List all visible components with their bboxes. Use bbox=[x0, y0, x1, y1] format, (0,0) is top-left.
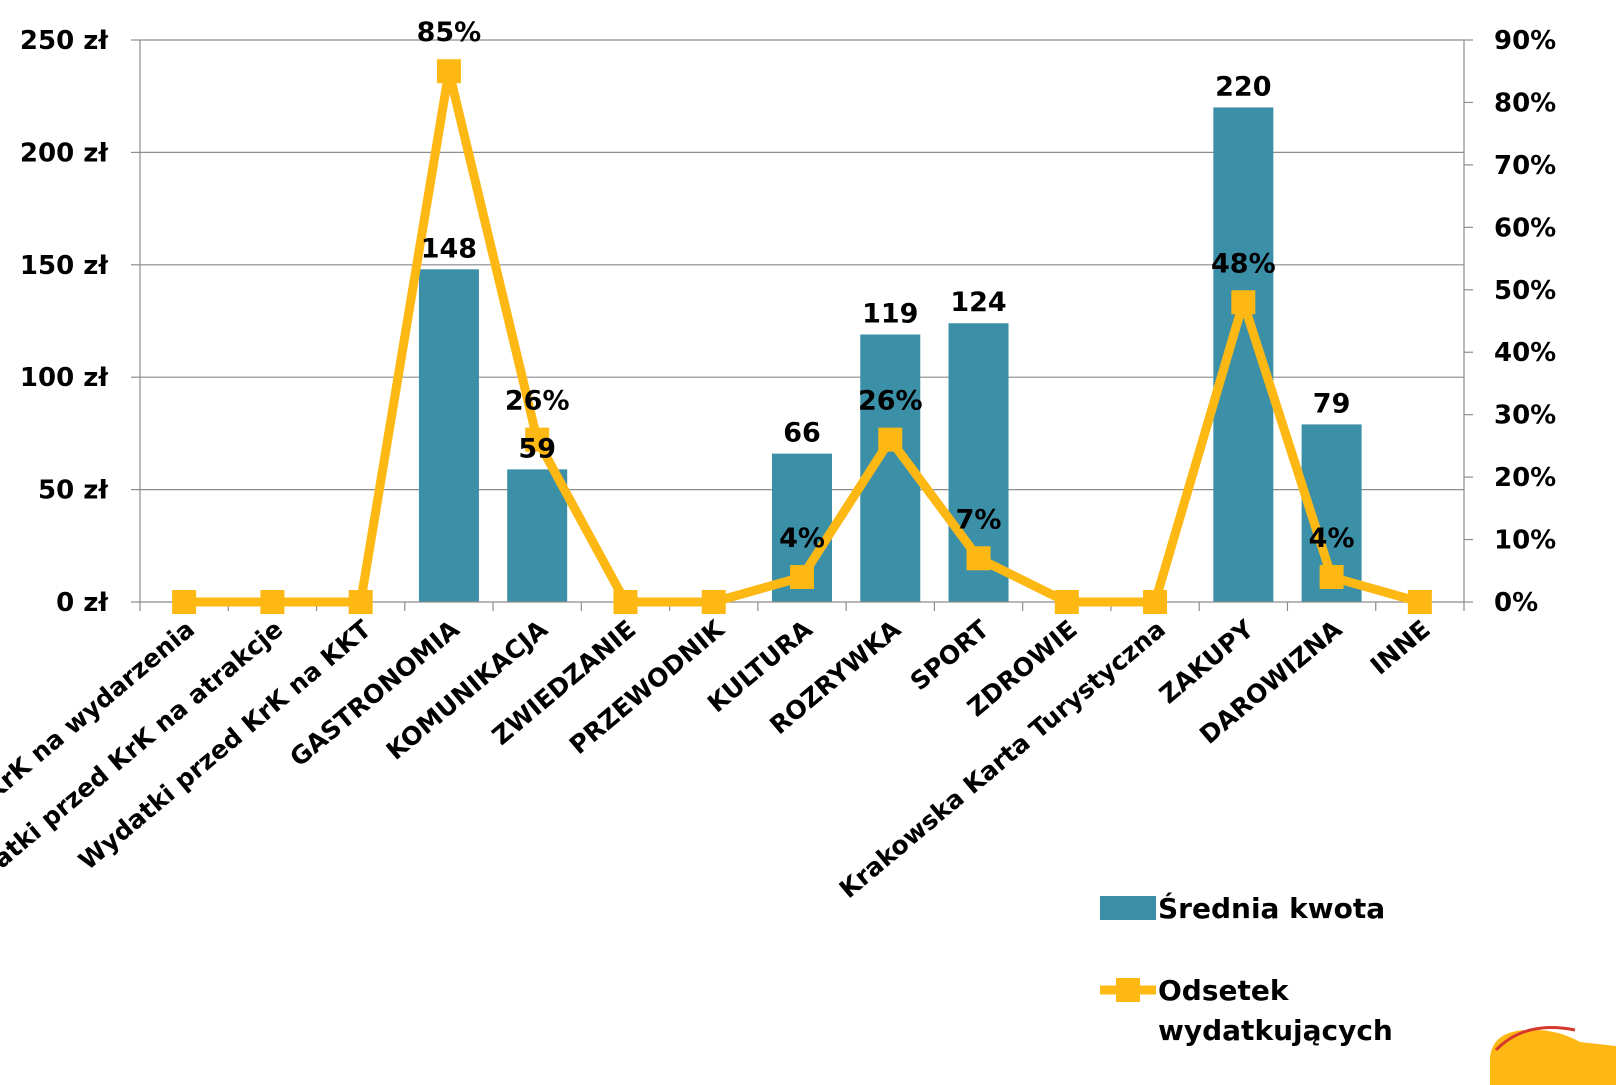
y-right-tick-label: 30% bbox=[1494, 401, 1556, 431]
logo-arc bbox=[1494, 1026, 1576, 1052]
y-left-tick-label: 150 zł bbox=[20, 251, 109, 281]
bar-value-label: 124 bbox=[950, 287, 1006, 318]
legend-label-bar: Średnia kwota bbox=[1158, 891, 1385, 925]
legend: Średnia kwota Odsetek wydatkujących bbox=[1100, 891, 1393, 1047]
y-left-tick-label: 200 zł bbox=[20, 138, 109, 168]
bar-value-label: 119 bbox=[862, 298, 918, 329]
y-right-tick-label: 50% bbox=[1494, 276, 1556, 306]
line-point-marker bbox=[1407, 590, 1432, 614]
y-left-tick-label: 250 zł bbox=[20, 26, 109, 56]
bar-value-label: 66 bbox=[783, 418, 821, 449]
legend-label-line: Odsetek wydatkujących bbox=[1158, 974, 1393, 1047]
bar bbox=[507, 469, 568, 602]
y-right-tick-label: 0% bbox=[1494, 588, 1538, 618]
line-value-label: 7% bbox=[956, 504, 1002, 535]
bar-value-label: 59 bbox=[518, 433, 556, 464]
line-point-marker bbox=[701, 590, 726, 614]
legend-swatch-marker bbox=[1116, 978, 1140, 1002]
bar-value-label: 148 bbox=[421, 233, 477, 264]
corner-logo bbox=[1490, 1026, 1616, 1085]
y-right-tick-label: 60% bbox=[1494, 213, 1556, 243]
line-point-marker bbox=[348, 590, 373, 614]
x-category-label: Krakowska Karta Turystyczna bbox=[834, 614, 1171, 904]
line-point-marker bbox=[1319, 565, 1344, 590]
bar bbox=[418, 269, 479, 602]
x-category-label: KOMUNIKACJA bbox=[381, 614, 554, 766]
line-value-label: 85% bbox=[417, 17, 482, 48]
line-point-marker bbox=[260, 590, 285, 614]
y-right-tick-label: 20% bbox=[1494, 463, 1556, 493]
y-right-tick-label: 40% bbox=[1494, 338, 1556, 368]
bar-value-label: 79 bbox=[1313, 388, 1351, 419]
y-right-tick-label: 80% bbox=[1494, 88, 1556, 118]
x-category-label: PRZEWODNIK bbox=[564, 613, 731, 760]
y-axis-tick-labels: 0 zł 50 zł 100 zł 150 zł 200 zł 250 zł 0% 10% 20… bbox=[20, 26, 1556, 618]
line-series bbox=[172, 59, 1432, 614]
y-left-tick-label: 0 zł bbox=[56, 588, 109, 618]
legend-swatch-bar bbox=[1100, 896, 1156, 920]
y-left-tick-label: 50 zł bbox=[38, 476, 109, 506]
bar-value-label: 220 bbox=[1215, 71, 1271, 102]
data-labels: 148 59 66 119 124 220 79 85% 26% 4% 26% 7% 48% 4% bbox=[417, 17, 1355, 554]
line-point-marker bbox=[172, 590, 197, 614]
y-right-tick-label: 10% bbox=[1494, 526, 1556, 556]
x-category-label: INNE bbox=[1365, 614, 1436, 680]
y-right-tick-label: 90% bbox=[1494, 26, 1556, 56]
line-point-marker bbox=[966, 546, 991, 571]
y-left-tick-label: 100 zł bbox=[20, 363, 109, 393]
line-point-marker bbox=[525, 427, 550, 452]
line-point-marker bbox=[613, 590, 638, 614]
line-point-marker bbox=[790, 565, 814, 590]
line-value-label: 48% bbox=[1211, 248, 1276, 279]
line-value-label: 26% bbox=[858, 386, 923, 417]
line-point-marker bbox=[1231, 290, 1256, 315]
line-value-label: 26% bbox=[505, 386, 570, 417]
bar-series bbox=[418, 107, 1362, 602]
logo-shape bbox=[1490, 1029, 1616, 1085]
line-value-label: 4% bbox=[1309, 523, 1355, 554]
line-point-marker bbox=[436, 59, 461, 84]
line-value-label: 4% bbox=[779, 523, 825, 554]
line-point-marker bbox=[1054, 590, 1079, 614]
y-right-tick-label: 70% bbox=[1494, 151, 1556, 181]
line-point-marker bbox=[1143, 590, 1168, 614]
line-point-marker bbox=[878, 427, 903, 452]
